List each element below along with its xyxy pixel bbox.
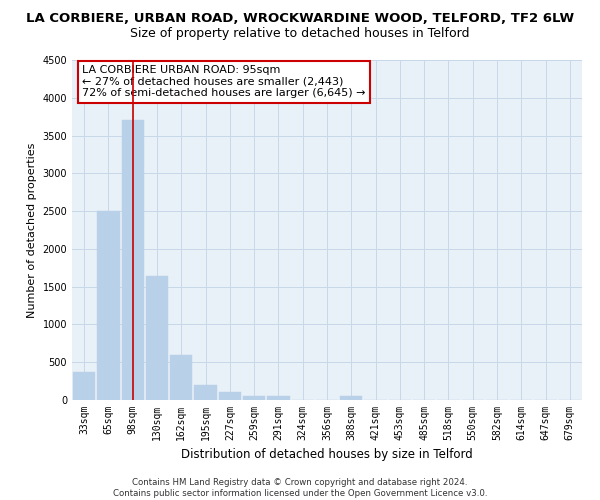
Bar xyxy=(73,372,95,400)
Bar xyxy=(218,392,241,400)
Text: LA CORBIERE URBAN ROAD: 95sqm
← 27% of detached houses are smaller (2,443)
72% o: LA CORBIERE URBAN ROAD: 95sqm ← 27% of d… xyxy=(82,65,366,98)
Y-axis label: Number of detached properties: Number of detached properties xyxy=(27,142,37,318)
Text: Size of property relative to detached houses in Telford: Size of property relative to detached ho… xyxy=(130,28,470,40)
Bar xyxy=(146,276,168,400)
Bar xyxy=(170,354,193,400)
Bar xyxy=(194,385,217,400)
X-axis label: Distribution of detached houses by size in Telford: Distribution of detached houses by size … xyxy=(181,448,473,462)
Bar xyxy=(122,120,144,400)
Text: LA CORBIERE, URBAN ROAD, WROCKWARDINE WOOD, TELFORD, TF2 6LW: LA CORBIERE, URBAN ROAD, WROCKWARDINE WO… xyxy=(26,12,574,26)
Bar xyxy=(340,396,362,400)
Bar xyxy=(97,211,119,400)
Text: Contains HM Land Registry data © Crown copyright and database right 2024.
Contai: Contains HM Land Registry data © Crown c… xyxy=(113,478,487,498)
Bar xyxy=(267,396,290,400)
Bar xyxy=(243,396,265,400)
